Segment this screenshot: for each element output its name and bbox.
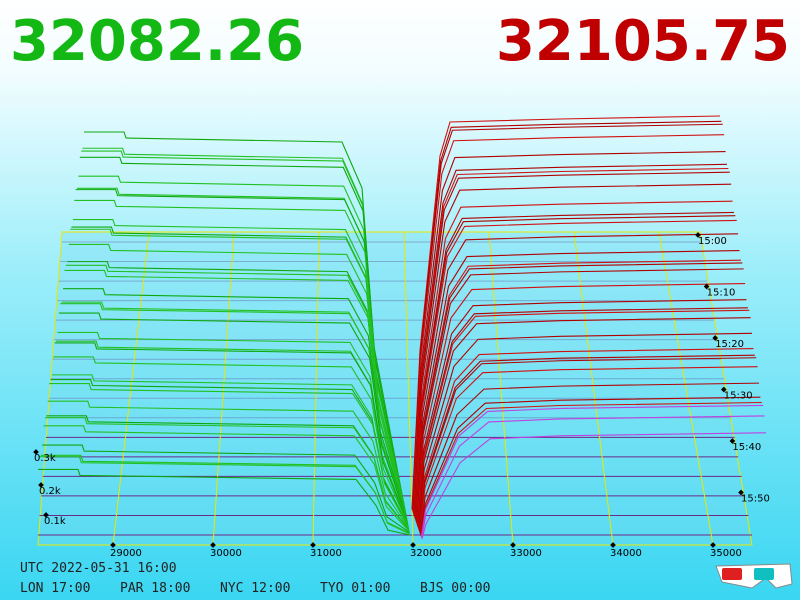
time-marker — [703, 283, 710, 290]
ask-curve — [415, 233, 739, 521]
ask-curve — [412, 134, 725, 512]
ask-price: 32105.75 — [496, 9, 790, 74]
glasses-icon — [715, 563, 793, 589]
ask-curve — [416, 268, 744, 525]
time-marker — [720, 386, 727, 393]
price-label: 35000 — [710, 548, 742, 559]
price-marker — [610, 542, 616, 548]
ask-curve — [418, 332, 753, 530]
city-clock: PAR 18:00 — [120, 581, 190, 596]
ask-curve — [418, 317, 751, 530]
city-clock: NYC 12:00 — [220, 581, 290, 596]
price-line — [658, 231, 714, 546]
bid-curve — [42, 444, 410, 533]
price-label: 30000 — [210, 548, 242, 559]
ask-curve — [415, 219, 737, 520]
time-label: 15:00 — [698, 236, 727, 247]
time-label: 15:50 — [741, 494, 770, 505]
price-line — [212, 231, 235, 546]
city-clock: LON 17:00 — [20, 581, 90, 596]
price-marker — [510, 542, 516, 548]
time-marker — [729, 438, 736, 444]
price-label: 31000 — [310, 548, 342, 559]
floor-grid — [37, 231, 753, 546]
ask-curve — [421, 415, 765, 539]
price-line — [112, 231, 150, 546]
ask-curve — [419, 357, 757, 533]
time-marker — [712, 335, 719, 341]
bid-curve — [43, 425, 410, 532]
floor-plane — [37, 231, 753, 546]
bid-curve — [47, 400, 410, 529]
bid-curve — [39, 456, 411, 535]
axis-labels: 29000 30000 31000 32000 33000 34000 35000 0.3k 0… — [33, 232, 770, 559]
price-label: 29000 — [110, 548, 142, 559]
ask-curve — [416, 283, 746, 526]
price-marker — [710, 542, 716, 548]
price-marker — [310, 542, 316, 548]
price-label: 34000 — [610, 548, 642, 559]
time-label: 15:20 — [715, 339, 744, 350]
ask-curve — [421, 432, 767, 540]
bid-curve — [44, 417, 410, 531]
bid-curve — [53, 356, 409, 526]
ask-curve — [413, 183, 732, 517]
bid-curve — [38, 468, 411, 536]
price-label: 33000 — [510, 548, 542, 559]
bid-curve — [58, 312, 408, 522]
price-marker — [210, 542, 216, 548]
depth-label: 0.3k — [34, 453, 56, 464]
bid-curve — [64, 269, 408, 518]
price-marker — [410, 542, 416, 548]
ask-curve — [419, 366, 758, 534]
ask-curve — [420, 396, 761, 536]
price-marker — [110, 542, 116, 548]
bid-price: 32082.26 — [10, 9, 304, 74]
bid-curve — [49, 383, 410, 528]
ask-curve — [420, 404, 764, 538]
city-clock: BJS 00:00 — [420, 581, 490, 596]
time-marker — [738, 489, 744, 496]
time-label: 15:40 — [732, 442, 761, 453]
depth-label: 0.1k — [44, 516, 66, 527]
utc-clock: UTC 2022-05-31 16:00 — [20, 561, 177, 576]
city-clock: TYO 01:00 — [320, 581, 390, 596]
depth-curves — [38, 115, 767, 540]
depth-marker — [43, 512, 49, 518]
price-line — [573, 231, 614, 546]
time-label: 15:10 — [707, 288, 736, 299]
bid-curve — [54, 342, 409, 525]
depth-label: 0.2k — [39, 486, 61, 497]
ask-curve — [419, 382, 760, 535]
price-label: 32000 — [410, 548, 442, 559]
time-label: 15:30 — [724, 391, 753, 402]
time-marker — [695, 232, 701, 238]
price-line — [403, 231, 414, 546]
